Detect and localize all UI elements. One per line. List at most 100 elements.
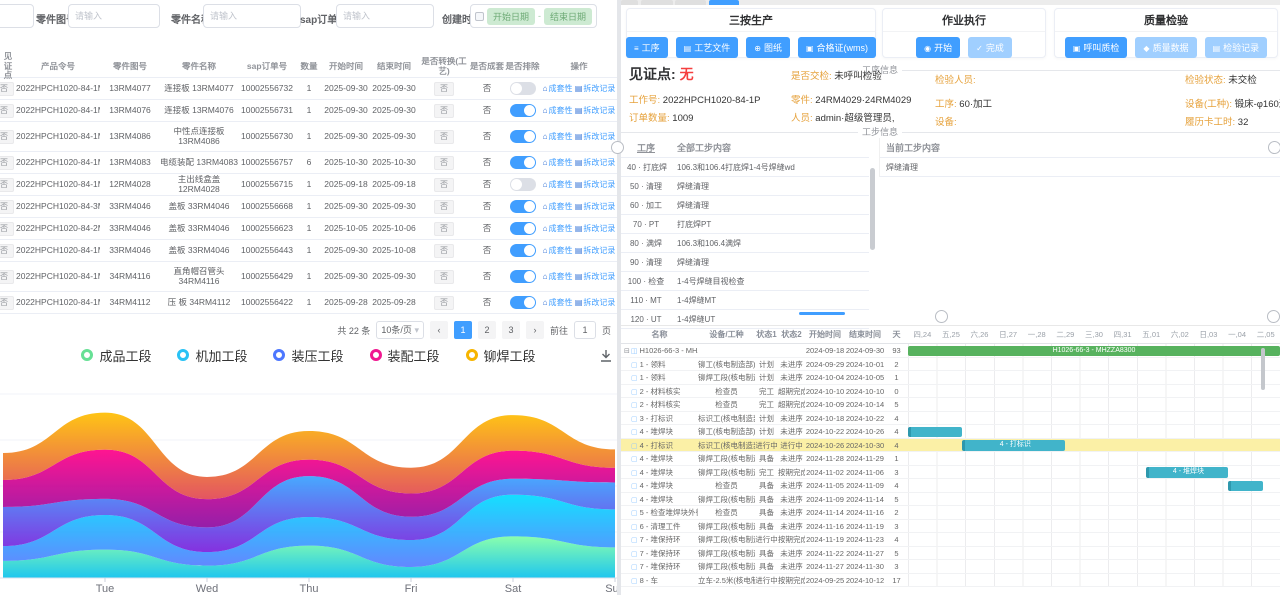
process-step-row[interactable]: 40 · 打底焊 106.3和106.4打底焊1-4号焊缝wd [621, 158, 869, 177]
modify-record-link[interactable]: ▤拆改记录 [574, 179, 616, 189]
exclude-toggle[interactable] [509, 270, 536, 283]
complete-set-link[interactable]: ⌂成套性 [542, 245, 573, 255]
gantt-row[interactable]: ▢4 - 堆焊块铆焊工段(核电制造部)完工按期完成2024-11-022024-… [621, 465, 1280, 479]
table-row[interactable]: 否 2022HPCH1020-84-1M 34RM4112 压 板 34RM4112 1… [0, 292, 617, 314]
page-button[interactable]: 2 [477, 321, 496, 339]
process-table-hscrollbar[interactable] [799, 312, 845, 315]
date-start-pill[interactable]: 开始日期 [487, 7, 536, 25]
page-button[interactable]: 3 [501, 321, 520, 339]
gantt-row[interactable]: ▢4 - 堆焊块 铆焊工段(核电制造部) 具备未进序2024-11-092024-1… [621, 492, 1280, 506]
splitter-handle[interactable] [1268, 141, 1280, 154]
process-step-row[interactable]: 100 · 检查 1-4号焊缝目视检查 [621, 272, 869, 291]
gantt-bar[interactable] [908, 426, 963, 437]
collapse-icon[interactable]: ⊟ [624, 348, 630, 355]
modify-record-link[interactable]: ▤拆改记录 [574, 105, 616, 115]
gantt-row[interactable]: ▢8 - 车 立车-2.5米(核电制造部)进行中按期完成2024-09-25202… [621, 573, 1280, 587]
gantt-row[interactable]: ▢ 4 - 堆焊块 检查员 具备 未进序 2024-11-05 2024-11-09 4 [621, 479, 1280, 493]
button-合格证(wms)[interactable]: ▣ 合格证(wms) [797, 37, 877, 58]
gantt-bar[interactable]: 4 - 打标识 [962, 440, 1066, 451]
complete-set-link[interactable]: ⌂成套性 [542, 223, 573, 233]
tab-inactive[interactable] [675, 0, 706, 5]
complete-set-link[interactable]: ⌂成套性 [542, 297, 573, 307]
complete-set-link[interactable]: ⌂成套性 [542, 131, 573, 141]
search-input[interactable]: 请输入 [336, 4, 434, 28]
modify-record-link[interactable]: ▤拆改记录 [574, 83, 616, 93]
exclude-toggle[interactable] [509, 178, 536, 191]
tab-inactive[interactable] [621, 0, 638, 5]
process-step-row[interactable]: 120 · UT 1-4焊缝UT [621, 310, 869, 329]
splitter-handle[interactable] [1267, 310, 1280, 323]
button-完成[interactable]: ✓ 完成 [968, 37, 1012, 58]
gantt-row[interactable]: ▢ 1 - 领料 铆工(核电制造部) 计划 未进序 2024-09-29 2024-10-0… [621, 357, 1280, 371]
splitter-handle[interactable] [935, 310, 948, 323]
exclude-toggle[interactable] [509, 222, 536, 235]
gantt-row[interactable]: ▢1 - 领料 铆焊工段(核电制造部) 计划未进序2024-10-042024-10… [621, 371, 1280, 385]
prev-page-button[interactable]: ‹ [429, 321, 448, 339]
gantt-row[interactable]: ▢ 5 - 检查堆焊块外径 检查员 具备 未进序 2024-11-14 2024-11-16… [621, 506, 1280, 520]
button-开始[interactable]: ◉ 开始 [916, 37, 961, 58]
table-row[interactable]: 否 2022HPCH1020-84-1M 34RM4116 直角帽召管头 34RM41… [0, 262, 617, 292]
exclude-toggle[interactable] [509, 200, 536, 213]
date-end-pill[interactable]: 结束日期 [544, 7, 593, 25]
gantt-bar[interactable]: H1026-66-3 - MHZZA8300 [908, 345, 1280, 356]
gantt-scrollbar[interactable] [1261, 348, 1265, 390]
complete-set-link[interactable]: ⌂成套性 [542, 83, 573, 93]
gantt-row[interactable]: ▢6 - 清理工件 铆焊工段(核电制造部) 具备未进序2024-11-162024-… [621, 519, 1280, 533]
legend-item[interactable]: 成品工段 [81, 346, 151, 365]
gantt-row[interactable]: ▢7 - 堆保持环 铆焊工段(核电制造部)进行中按期完成2024-11-19202… [621, 533, 1280, 547]
table-row[interactable]: 否 2022HPCH1020-84-1M 13RM4077 连接板 13RM4077 1… [0, 78, 617, 100]
complete-set-link[interactable]: ⌂成套性 [542, 157, 573, 167]
exclude-toggle[interactable] [509, 244, 536, 257]
exclude-toggle[interactable] [509, 130, 536, 143]
complete-set-link[interactable]: ⌂成套性 [542, 271, 573, 281]
button-工艺文件[interactable]: ▤ 工艺文件 [675, 37, 739, 58]
tab-active[interactable] [709, 0, 739, 5]
button-呼叫质检[interactable]: ▣ 呼叫质检 [1064, 37, 1128, 58]
table-row[interactable]: 否 2022HPCH1020-84-1M 33RM4046 盖板 33RM4046 10… [0, 240, 617, 262]
legend-item[interactable]: 装压工段 [273, 346, 344, 365]
table-row[interactable]: 否 2022HPCH1020-84-1M 13RM4086 中性点连接板 13RM40… [0, 122, 617, 152]
modify-record-link[interactable]: ▤拆改记录 [574, 201, 616, 211]
exclude-toggle[interactable] [509, 82, 536, 95]
table-row[interactable]: 否 2022HPCH1020-84-2M 33RM4046 盖板 33RM4046 10… [0, 218, 617, 240]
process-step-row[interactable]: 70 · PT 打底焊PT [621, 215, 869, 234]
legend-item[interactable]: 铆焊工段 [465, 346, 536, 365]
gantt-row[interactable]: ▢ 2 - 材料核实 检查员 完工 超期完成 2024-10-10 2024-10-10 0 [621, 384, 1280, 398]
table-row[interactable]: 否 2022HPCH1020-84-1M 13RM4076 连接板 13RM4076 1… [0, 100, 617, 122]
gantt-bar[interactable] [1228, 480, 1263, 491]
gantt-row[interactable]: ▢4 - 堆焊块 铆焊工段(核电制造部) 具备未进序2024-11-282024-1… [621, 452, 1280, 466]
process-step-row[interactable]: 50 · 清理 焊缝清理 [621, 177, 869, 196]
modify-record-link[interactable]: ▤拆改记录 [574, 245, 616, 255]
modify-record-link[interactable]: ▤拆改记录 [574, 271, 616, 281]
gantt-row[interactable]: ▢4 - 打标识标识工(核电制造部)进行中进行中2024-10-262024-1… [621, 438, 1280, 452]
modify-record-link[interactable]: ▤拆改记录 [574, 157, 616, 167]
next-page-button[interactable]: › [525, 321, 544, 339]
tab-inactive[interactable] [641, 0, 673, 5]
search-input[interactable]: 请输入 [203, 4, 301, 28]
gantt-bar[interactable]: 4 - 堆焊块 [1145, 467, 1229, 478]
gantt-row[interactable]: ▢7 - 堆保持环 铆焊工段(核电制造部) 具备未进序2024-11-272024-… [621, 560, 1280, 574]
modify-record-link[interactable]: ▤拆改记录 [574, 297, 616, 307]
exclude-toggle[interactable] [509, 104, 536, 117]
process-step-row[interactable]: 60 · 加工 焊缝清理 [621, 196, 869, 215]
process-step-row[interactable]: 110 · MT 1-4焊缝MT [621, 291, 869, 310]
modify-record-link[interactable]: ▤拆改记录 [574, 223, 616, 233]
complete-set-link[interactable]: ⌂成套性 [542, 105, 573, 115]
search-input-partial[interactable] [0, 4, 34, 28]
button-检验记录[interactable]: ▤ 检验记录 [1204, 37, 1268, 58]
legend-item[interactable]: 机加工段 [177, 346, 247, 365]
button-质量数据[interactable]: ◆ 质量数据 [1135, 37, 1197, 58]
table-row[interactable]: 否 2022HPCH1020-84-1M 13RM4083 电缆装配 13RM4083… [0, 152, 617, 174]
page-size-select[interactable]: 10条/页 ▾ [376, 321, 424, 339]
search-input[interactable]: 请输入 [68, 4, 160, 28]
gantt-row[interactable]: ⊟◫H1026-66-3 - MHZZA83002024-09-182024-0… [621, 344, 1280, 358]
download-icon[interactable] [598, 348, 614, 364]
table-row[interactable]: 否 2022HPCH1020-84-1M 12RM4028 主出线盒盖 12RM402… [0, 174, 617, 196]
gantt-row[interactable]: ▢7 - 堆保持环 铆焊工段(核电制造部) 具备未进序2024-11-222024-… [621, 546, 1280, 560]
modify-record-link[interactable]: ▤拆改记录 [574, 131, 616, 141]
table-row[interactable]: 否 2022HPCH1020-84-3M 33RM4046 盖板 33RM4046 10… [0, 196, 617, 218]
gantt-row[interactable]: ▢3 - 打标识 标识工(核电制造部) 计划未进序2024-10-182024-10… [621, 411, 1280, 425]
gantt-row[interactable]: ▢ 4 - 堆焊块 铆工(核电制造部) 计划 未进序 2024-10-22 2024-10-… [621, 425, 1280, 439]
exclude-toggle[interactable] [509, 156, 536, 169]
page-button[interactable]: 1 [453, 321, 472, 339]
